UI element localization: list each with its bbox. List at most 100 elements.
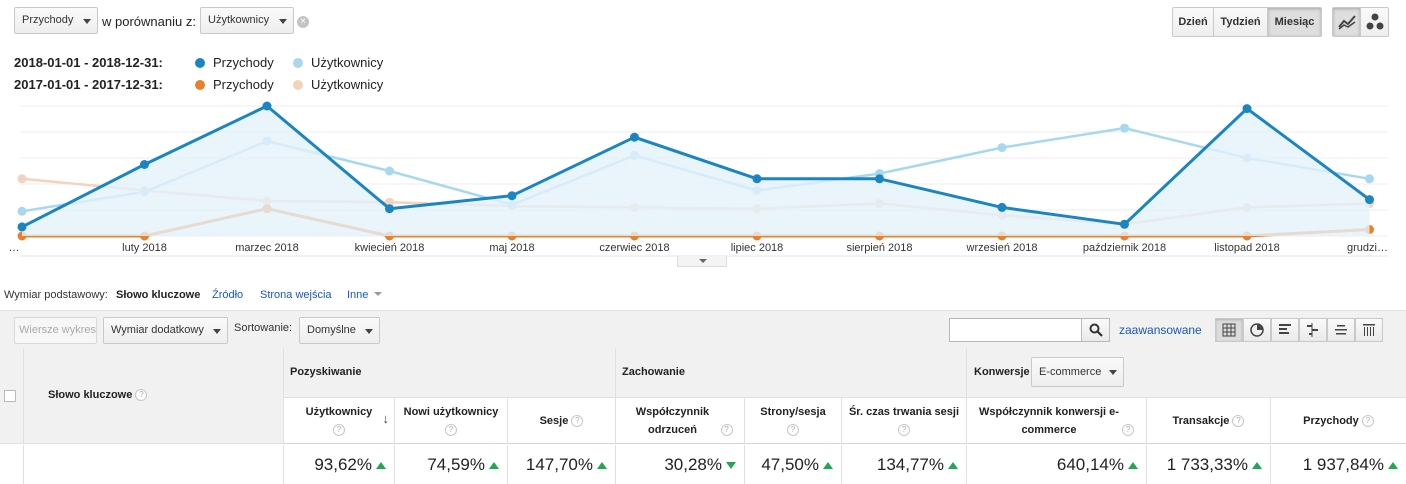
x-tick-label: październik 2018 [1083,242,1166,254]
help-icon[interactable]: ? [1122,424,1135,437]
data-point [1365,195,1374,205]
chevron-down-icon [1109,370,1117,375]
x-tick-label: wrzesień 2018 [966,242,1038,254]
summary-cell-avg-session-duration: 134,77% [842,445,967,484]
data-point [1365,174,1374,184]
data-point [17,174,27,184]
column-header-transactions[interactable]: Transakcje ? [1147,398,1271,444]
summary-value: 47,50% [761,455,819,474]
other-label: Inne [347,289,369,301]
data-point [17,222,27,232]
search-icon [1089,323,1103,337]
comparison-view-button[interactable] [1299,318,1327,342]
granularity-month-label: Miesiąc [1274,16,1315,28]
sort-desc-icon[interactable]: ↓ [382,411,390,426]
sort-select[interactable]: Domyślne [299,317,380,344]
trend-up-icon [948,462,958,469]
clear-compare-icon[interactable]: × [297,16,309,28]
primary-dimension-source-link[interactable]: Źródło [212,289,244,301]
summary-value: 640,14% [1056,455,1124,474]
table-search-input[interactable] [949,318,1082,342]
advanced-filter-link[interactable]: zaawansowane [1119,323,1202,337]
data-point [262,101,272,111]
legend-item: Użytkownicy [293,55,383,70]
help-icon[interactable]: ? [1361,415,1374,428]
primary-dimension-landing-page-link[interactable]: Strona wejścia [260,289,332,301]
summary-cell-users: 93,62% [284,445,395,484]
granularity-month-button[interactable]: Miesiąc [1267,7,1322,37]
column-header-revenue[interactable]: Przychody ? [1271,398,1406,444]
dimension-header-label: Słowo kluczowe [48,389,133,401]
summary-cell-transactions: 1 733,33% [1147,445,1271,484]
data-point [385,197,394,207]
legend-date-range-2018: 2018-01-01 - 2018-12-31: [14,55,163,70]
summary-cell-revenue: 1 937,84% [1271,445,1406,484]
term-cloud-button[interactable] [1327,318,1355,342]
help-icon[interactable]: ? [333,424,345,437]
column-header-sessions[interactable]: Sesje ? [508,398,616,444]
column-header-avg-session-duration[interactable]: Śr. czas trwania sesji ? [842,398,967,444]
secondary-dimension-select[interactable]: Wymiar dodatkowy [103,317,228,344]
plot-rows-button[interactable]: Wiersze wykresu [14,317,97,344]
help-icon[interactable]: ? [135,389,148,402]
summary-row-dimension-cell [24,445,284,484]
dimension-header[interactable]: Słowo kluczowe ? [24,348,284,444]
metric1-select[interactable]: Przychody [14,7,98,34]
column-header-ecommerce-conversion-rate[interactable]: Współczynnik konwersji e-commerce ? [967,398,1147,444]
summary-cell-sessions: 147,70% [508,445,616,484]
chevron-down-icon [83,19,91,24]
data-point [385,204,394,214]
summary-value: 1 937,84% [1302,455,1384,474]
column-header-new-users[interactable]: Nowi użytkownicy ? [395,398,508,444]
secondary-dimension-label: Wymiar dodatkowy [111,324,204,336]
legend-date-range-2017: 2017-01-01 - 2017-12-31: [14,77,163,92]
legend-label: Przychody [213,55,274,70]
search-button[interactable] [1081,318,1110,342]
granularity-day-button[interactable]: Dzień [1172,7,1214,37]
motion-chart-button[interactable] [1360,7,1389,37]
metric1-select-label: Przychody [22,14,74,26]
legend-label: Użytkownicy [311,55,384,70]
bar-view-icon [1279,324,1291,334]
data-point [630,132,639,142]
trend-up-icon [489,462,499,469]
help-icon[interactable]: ? [1232,415,1245,428]
line-chart-button[interactable] [1332,7,1361,37]
help-icon[interactable]: ? [898,424,910,437]
select-all-cell [0,348,24,444]
group-acquisition: Pozyskiwanie [284,348,616,398]
pie-view-button[interactable] [1243,318,1271,342]
data-point [997,202,1007,212]
conversions-select[interactable]: E-commerce [1031,357,1124,387]
data-point [140,160,149,169]
granularity-week-label: Tydzień [1220,16,1261,28]
summary-value: 30,28% [664,455,722,474]
table-toolbar: Wiersze wykresu Wymiar dodatkowy Sortowa… [0,310,1406,348]
legend-dot-icon [195,58,205,68]
series-line-przychody-2018 [21,104,1371,229]
help-icon[interactable]: ? [445,424,457,437]
granularity-week-button[interactable]: Tydzień [1213,7,1268,37]
trend-up-icon [1388,462,1398,469]
metric2-select[interactable]: Użytkownicy [200,7,294,34]
primary-dimension-other-menu[interactable]: Inne [347,289,383,301]
bar-view-button[interactable] [1271,318,1299,342]
primary-dimension-label: Wymiar podstawowy: [4,289,108,301]
chart-collapse-toggle[interactable] [677,256,727,267]
pivot-view-button[interactable] [1355,318,1383,342]
help-icon[interactable]: ? [571,415,584,428]
help-icon[interactable]: ? [787,424,799,437]
x-tick-label: listopad 2018 [1214,242,1279,254]
data-point [1120,219,1129,229]
grid-view-button[interactable] [1215,318,1243,342]
summary-value: 1 733,33% [1166,455,1248,474]
trend-up-icon [1128,462,1138,469]
column-header-pages-per-session[interactable]: Strony/sesja ? [745,398,842,444]
summary-cell-ecommerce-conversion-rate: 640,14% [967,445,1147,484]
column-header-bounce-rate[interactable]: Współczynnik odrzuceń ? [616,398,745,444]
column-header-label: Sesje [539,415,569,427]
help-icon[interactable]: ? [720,424,733,437]
column-header-users[interactable]: Użytkownicy ? ↓ [284,398,395,444]
line-chart[interactable]: … luty 2018 marzec 2018 kwiecień 2018 maj 20… [0,96,1406,258]
select-all-checkbox[interactable] [4,390,16,402]
